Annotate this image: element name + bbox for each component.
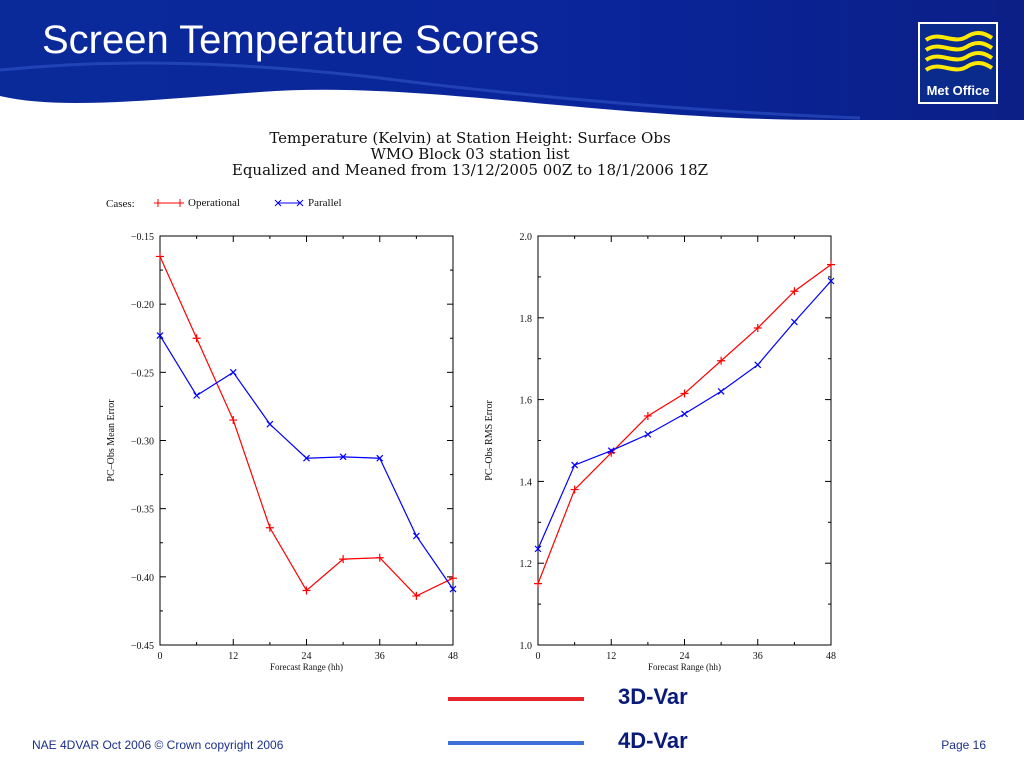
legend-item-3dvar: 3D-Var [448,684,708,712]
header-banner [0,0,1024,120]
x-tick-label: 24 [680,651,690,662]
data-point-parallel [339,453,347,461]
x-tick-label: 0 [536,651,541,662]
cases-label: Cases: [106,198,135,210]
met-office-logo: Met Office [918,22,998,104]
plot-frame [537,235,832,646]
series-line-operational [159,256,454,597]
data-point-parallel [827,277,835,285]
figure-header-line: Equalized and Meaned from 13/12/2005 00Z… [231,161,709,179]
x-tick-label: 12 [606,651,616,662]
plot-frame [159,235,454,646]
data-point-operational [643,411,652,420]
data-point-parallel [156,332,164,339]
data-point-operational [375,553,384,562]
plus-marker-icon [154,199,184,207]
data-point-operational [412,591,421,600]
x-axis-label: Forecast Range (hh) [648,662,721,672]
y-tick-label: −0.45 [131,641,154,652]
cases-parallel-label: Parallel [308,197,342,209]
y-axis-label: PC–Obs Mean Error [106,399,117,482]
y-tick-label: −0.30 [131,437,154,448]
data-point-operational [790,287,799,296]
x-tick-label: 48 [448,651,458,662]
data-point-parallel [754,361,762,369]
data-point-operational [339,555,348,564]
data-point-operational [534,579,542,588]
slide-title: Screen Temperature Scores [42,18,540,62]
series-line-parallel [537,280,832,550]
data-point-parallel [717,387,725,395]
x-tick-label: 24 [302,651,312,662]
y-tick-label: −0.40 [131,573,154,584]
data-point-operational [302,586,311,595]
y-tick-label: 1.6 [520,396,533,407]
data-point-operational [680,389,689,398]
data-point-parallel [534,545,542,553]
page-number: Page 16 [941,738,986,752]
legend-label-3dvar: 3D-Var [618,684,688,709]
data-point-operational [827,260,835,269]
legend-label-4dvar: 4D-Var [618,728,688,753]
data-point-operational [229,416,238,425]
data-point-operational [265,523,274,532]
data-point-parallel [303,454,310,462]
data-point-parallel [193,392,201,399]
legend-item-4dvar: 4D-Var [448,728,708,756]
x-tick-label: 0 [158,651,163,662]
cases-operational-label: Operational [188,197,240,209]
data-point-parallel [412,532,420,540]
data-point-operational [192,334,201,343]
x-tick-label: 36 [753,651,763,662]
data-point-parallel [376,454,384,462]
y-tick-label: 1.0 [520,641,533,652]
cases-legend: Cases: Operational Parallel [106,197,342,210]
data-point-operational [449,574,457,583]
waves-icon [924,30,994,72]
x-tick-label: 48 [826,651,836,662]
y-tick-label: −0.25 [131,368,154,379]
y-tick-label: −0.20 [131,300,154,311]
footer-copyright: NAE 4DVAR Oct 2006 © Crown copyright 200… [32,738,284,752]
data-point-operational [717,356,726,365]
data-point-operational [753,324,762,333]
series-line-operational [537,264,832,584]
data-point-parallel [449,585,457,593]
data-point-parallel [571,461,579,469]
data-point-parallel [266,420,274,428]
figure-header-line: WMO Block 03 station list [370,145,570,163]
y-tick-label: 2.0 [520,232,533,243]
y-tick-label: −0.35 [131,505,154,516]
y-axis-label: PC–Obs RMS Error [484,400,495,481]
data-point-parallel [607,447,615,455]
x-axis-label: Forecast Range (hh) [270,662,343,672]
figure-header: Temperature (Kelvin) at Station Height: … [160,130,780,178]
y-tick-label: 1.2 [520,559,533,570]
x-marker-icon [274,199,304,207]
logo-text: Met Office [926,83,990,98]
figure-header-line: Temperature (Kelvin) at Station Height: … [269,129,671,147]
legend-line-3dvar [448,697,584,701]
legend-line-4dvar [448,741,584,745]
series-line-parallel [159,335,454,590]
data-point-parallel [681,410,688,418]
data-point-parallel [229,368,237,376]
data-point-operational [156,252,164,261]
y-tick-label: 1.4 [520,477,533,488]
y-tick-label: 1.8 [520,314,533,325]
x-tick-label: 36 [375,651,385,662]
data-point-parallel [644,430,652,438]
data-point-operational [570,485,579,494]
data-point-parallel [790,318,798,326]
x-tick-label: 12 [228,651,238,662]
y-tick-label: −0.15 [131,232,154,243]
